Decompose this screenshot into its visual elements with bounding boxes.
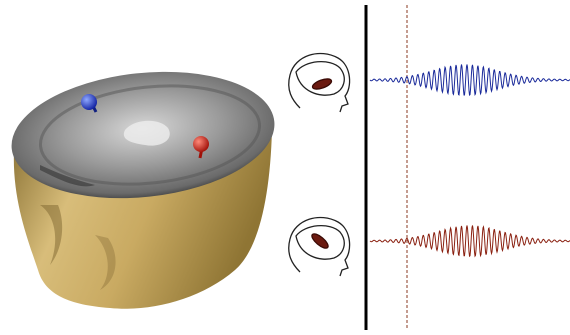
waveform-red: [370, 225, 570, 256]
figure: [0, 0, 570, 335]
head-icon-bottom: [289, 217, 350, 276]
blue-source: [81, 94, 97, 110]
red-source: [193, 136, 209, 152]
head-icon-top: [289, 53, 350, 112]
waveform-blue: [370, 64, 570, 95]
